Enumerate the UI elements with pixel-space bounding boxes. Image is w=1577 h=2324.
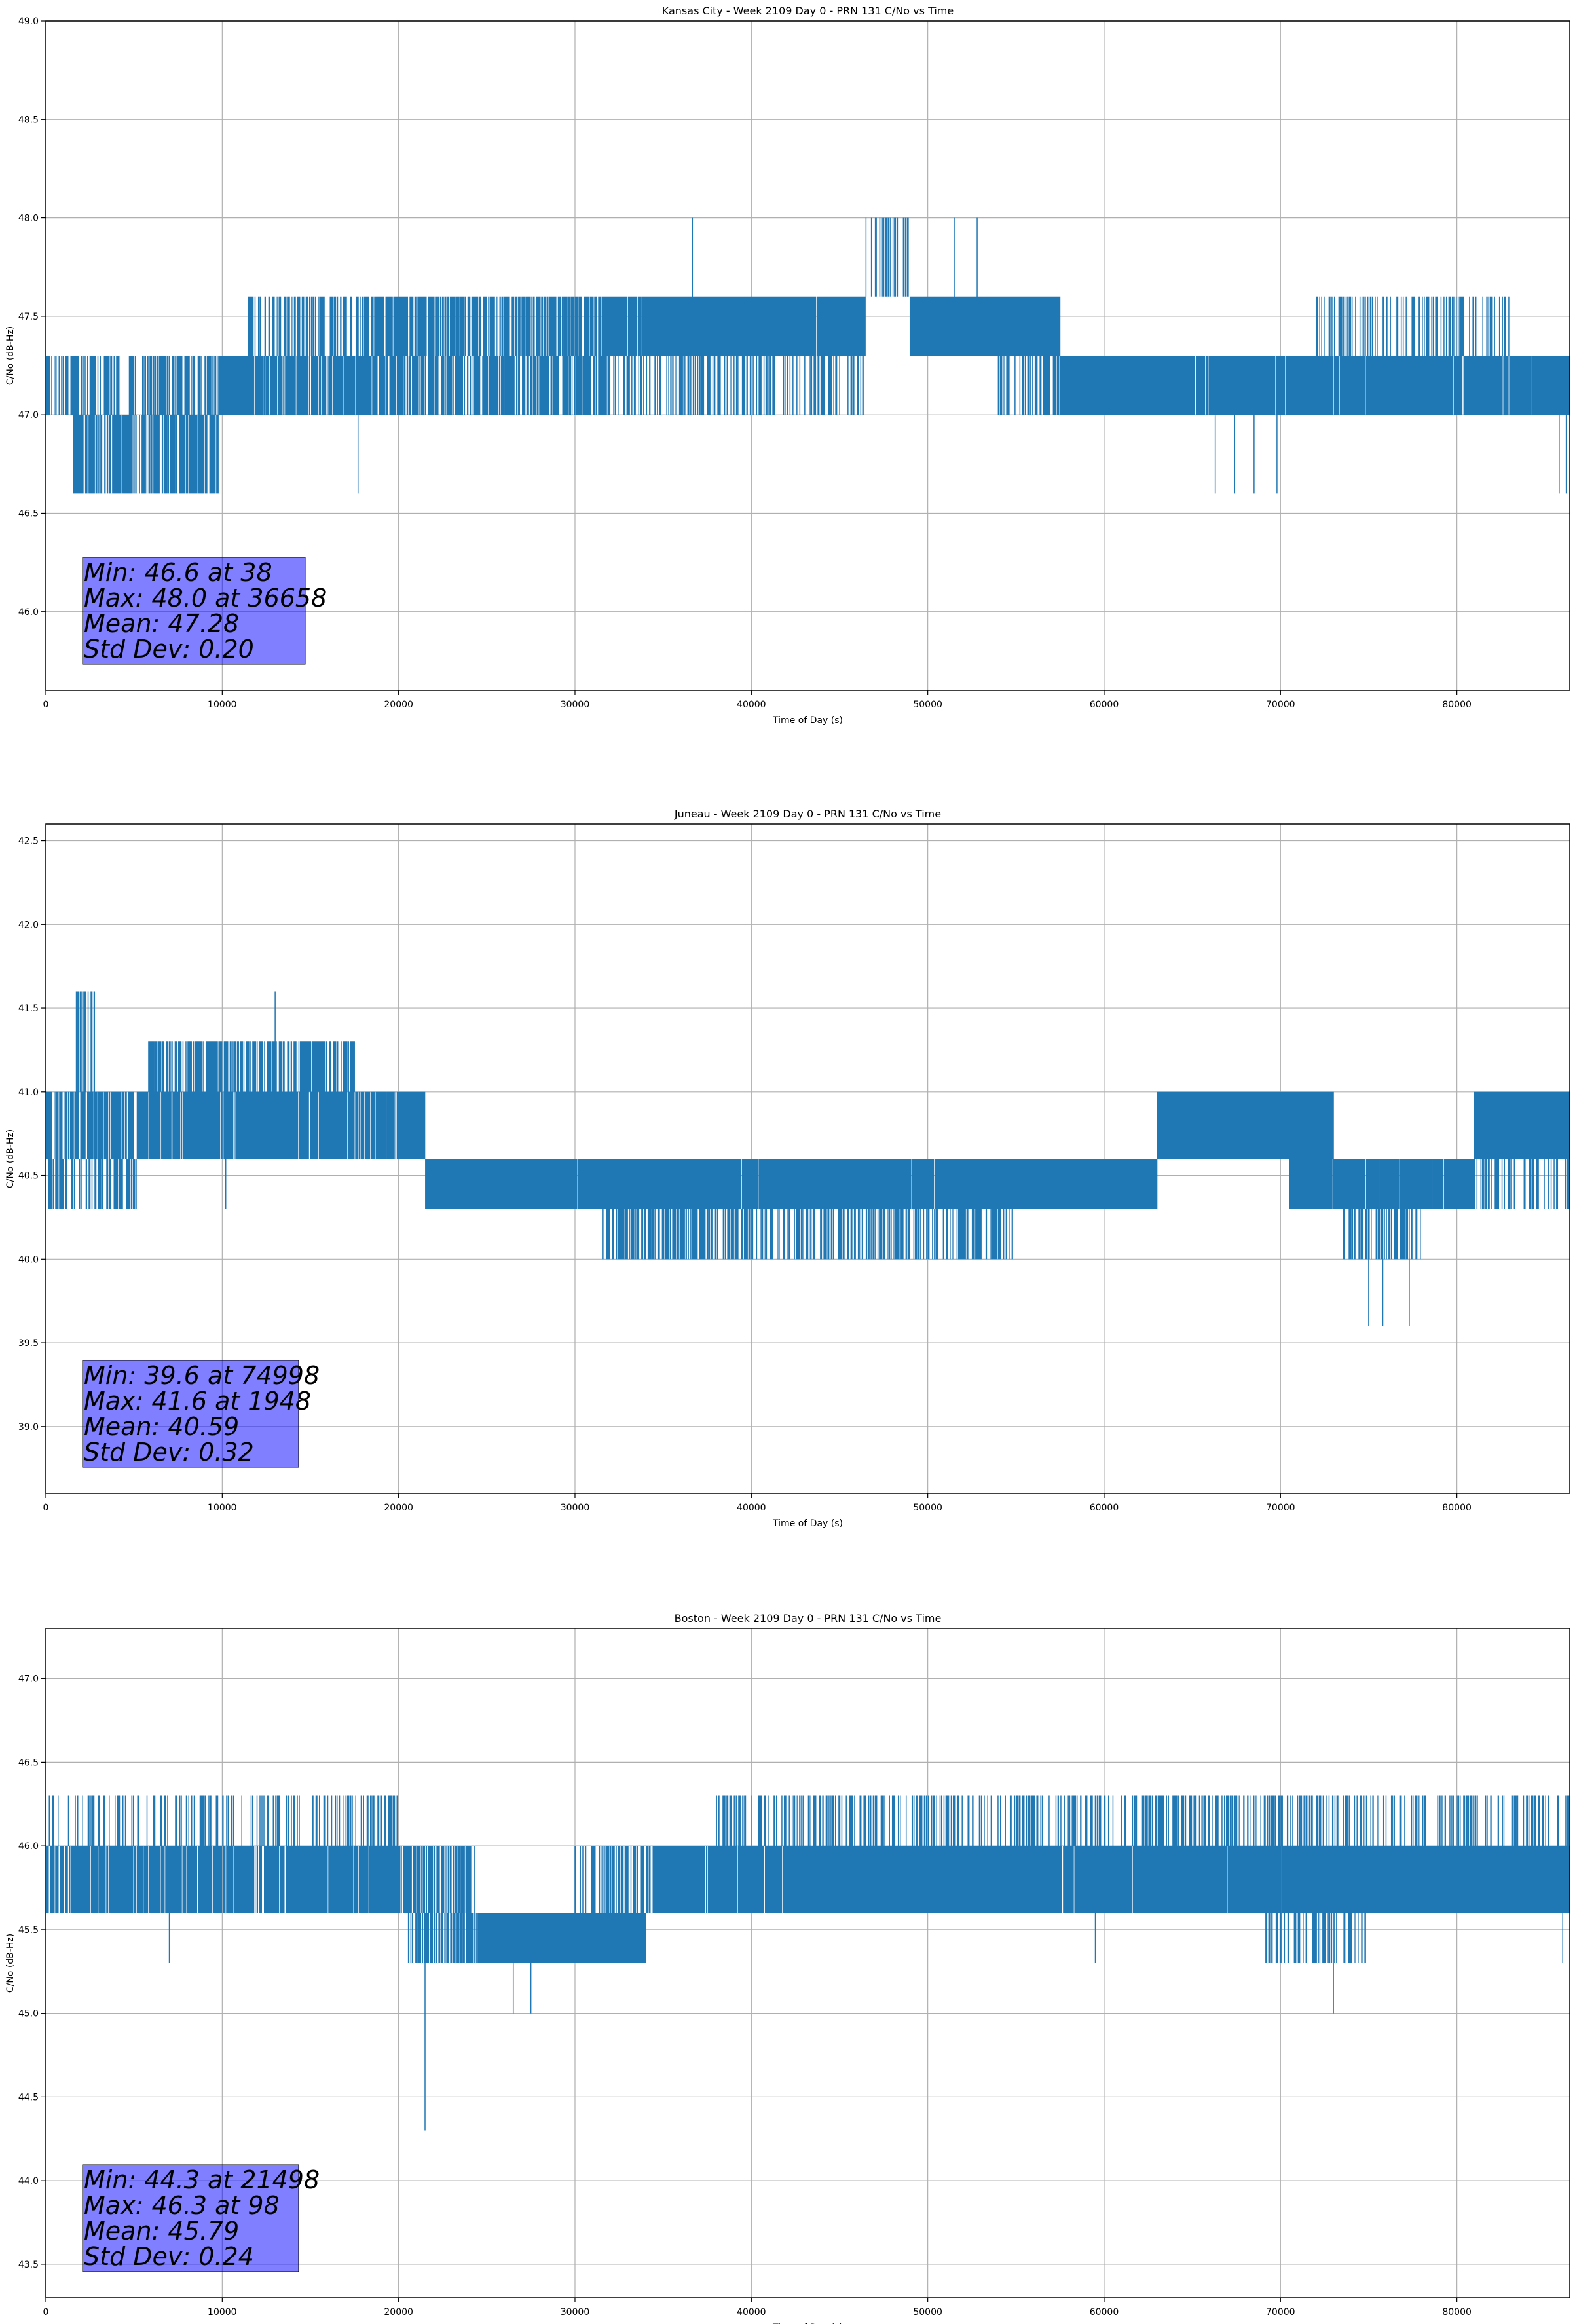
x-tick-label: 30000 bbox=[561, 1503, 590, 1513]
y-tick-label: 40.5 bbox=[18, 1171, 39, 1182]
chart-panel-1: 0 10000 20000 30000 40000 50000 60000 70000 8000… bbox=[5, 5, 1570, 726]
stats-annotation-line: Mean: 47.28 bbox=[84, 609, 239, 638]
x-tick-label: 70000 bbox=[1266, 700, 1295, 710]
x-tick-label: 20000 bbox=[384, 2307, 413, 2317]
x-tick-label: 60000 bbox=[1090, 1503, 1119, 1513]
stats-annotation-line: Mean: 45.79 bbox=[84, 2217, 239, 2245]
x-tick-label: 80000 bbox=[1442, 700, 1472, 710]
x-tick-label: 80000 bbox=[1442, 2307, 1472, 2317]
y-tick-label: 46.0 bbox=[18, 1841, 39, 1852]
y-tick-label: 45.0 bbox=[18, 2009, 39, 2019]
x-axis-label: Time of Day (s) bbox=[772, 715, 843, 726]
stats-annotation-line: Std Dev: 0.20 bbox=[84, 635, 254, 664]
x-tick-label: 30000 bbox=[561, 2307, 590, 2317]
x-tick-label: 40000 bbox=[737, 700, 766, 710]
x-tick-label: 10000 bbox=[208, 2307, 237, 2317]
y-tick-label: 47.0 bbox=[18, 410, 39, 421]
y-tick-label: 45.5 bbox=[18, 1925, 39, 1936]
stats-annotation-line: Min: 39.6 at 74998 bbox=[84, 1361, 320, 1390]
y-tick-label: 46.0 bbox=[18, 607, 39, 618]
x-tick-label: 70000 bbox=[1266, 1503, 1295, 1513]
chart-title: Juneau - Week 2109 Day 0 - PRN 131 C/No … bbox=[674, 808, 941, 820]
axes-frame bbox=[45, 20, 1570, 691]
stats-annotation-line: Max: 48.0 at 36658 bbox=[84, 584, 327, 612]
y-tick-label: 43.5 bbox=[18, 2260, 39, 2270]
stats-annotation-line: Std Dev: 0.24 bbox=[84, 2242, 254, 2271]
y-tick-label: 44.5 bbox=[18, 2092, 39, 2103]
stats-annotation-line: Mean: 40.59 bbox=[84, 1412, 239, 1441]
y-tick-label: 41.0 bbox=[18, 1087, 39, 1098]
y-tick-label: 39.0 bbox=[18, 1422, 39, 1433]
y-tick-label: 42.0 bbox=[18, 920, 39, 930]
y-tick-label: 41.5 bbox=[18, 1003, 39, 1014]
x-tick-label: 30000 bbox=[561, 700, 590, 710]
x-tick-label: 40000 bbox=[737, 2307, 766, 2317]
x-axis-label: Time of Day (s) bbox=[772, 1518, 843, 1529]
y-tick-label: 49.0 bbox=[18, 16, 39, 27]
x-tick-label: 80000 bbox=[1442, 1503, 1472, 1513]
y-tick-label: 39.5 bbox=[18, 1338, 39, 1349]
y-tick-label: 46.5 bbox=[18, 1757, 39, 1768]
chart-panel-2: 0 10000 20000 30000 40000 50000 60000 70000 8000… bbox=[5, 808, 1570, 1529]
y-tick-label: 48.5 bbox=[18, 115, 39, 125]
stats-annotation-line: Min: 44.3 at 21498 bbox=[84, 2165, 320, 2194]
x-axis-label: Time of Day (s) bbox=[772, 2323, 843, 2324]
x-tick-label: 70000 bbox=[1266, 2307, 1295, 2317]
axes-frame bbox=[45, 823, 1570, 1494]
x-tick-label: 40000 bbox=[737, 1503, 766, 1513]
x-tick-label: 50000 bbox=[913, 1503, 942, 1513]
stats-annotation-box bbox=[82, 1360, 299, 1468]
y-tick-label: 40.0 bbox=[18, 1254, 39, 1265]
y-tick-label: 44.0 bbox=[18, 2176, 39, 2186]
stats-annotation-line: Max: 46.3 at 98 bbox=[84, 2191, 280, 2220]
chart-panel-3: 0 10000 20000 30000 40000 50000 60000 70000 8000… bbox=[5, 1612, 1570, 2324]
x-tick-label: 50000 bbox=[913, 2307, 942, 2317]
y-axis-label: C/No (dB-Hz) bbox=[5, 1129, 16, 1188]
cno-series-line bbox=[46, 991, 1570, 1326]
chart-title: Boston - Week 2109 Day 0 - PRN 131 C/No … bbox=[675, 1612, 942, 1624]
x-tick-label: 20000 bbox=[384, 1503, 413, 1513]
cno-series-line bbox=[46, 217, 1570, 494]
y-tick-label: 48.0 bbox=[18, 214, 39, 224]
x-tick-label: 0 bbox=[43, 700, 49, 710]
stats-annotation-line: Max: 41.6 at 1948 bbox=[84, 1387, 311, 1415]
x-tick-label: 60000 bbox=[1090, 2307, 1119, 2317]
stats-annotation-box bbox=[82, 557, 306, 665]
x-tick-label: 10000 bbox=[208, 1503, 237, 1513]
y-tick-label: 42.5 bbox=[18, 836, 39, 847]
x-tick-label: 60000 bbox=[1090, 700, 1119, 710]
stats-annotation-box bbox=[82, 2164, 299, 2272]
x-tick-label: 10000 bbox=[208, 700, 237, 710]
y-tick-label: 47.5 bbox=[18, 312, 39, 322]
chart-title: Kansas City - Week 2109 Day 0 - PRN 131 … bbox=[662, 5, 954, 17]
x-tick-label: 50000 bbox=[913, 700, 942, 710]
stats-annotation-line: Std Dev: 0.32 bbox=[84, 1438, 254, 1467]
y-axis-label: C/No (dB-Hz) bbox=[5, 1934, 16, 1993]
x-tick-label: 0 bbox=[43, 1503, 49, 1513]
x-tick-label: 20000 bbox=[384, 700, 413, 710]
y-axis-label: C/No (dB-Hz) bbox=[5, 326, 16, 385]
stats-annotation-line: Min: 46.6 at 38 bbox=[84, 558, 272, 587]
y-tick-label: 47.0 bbox=[18, 1674, 39, 1685]
y-tick-label: 46.5 bbox=[18, 508, 39, 519]
x-tick-label: 0 bbox=[43, 2307, 49, 2317]
axes-frame bbox=[45, 1628, 1570, 2298]
cno-series-line bbox=[46, 1795, 1570, 2131]
